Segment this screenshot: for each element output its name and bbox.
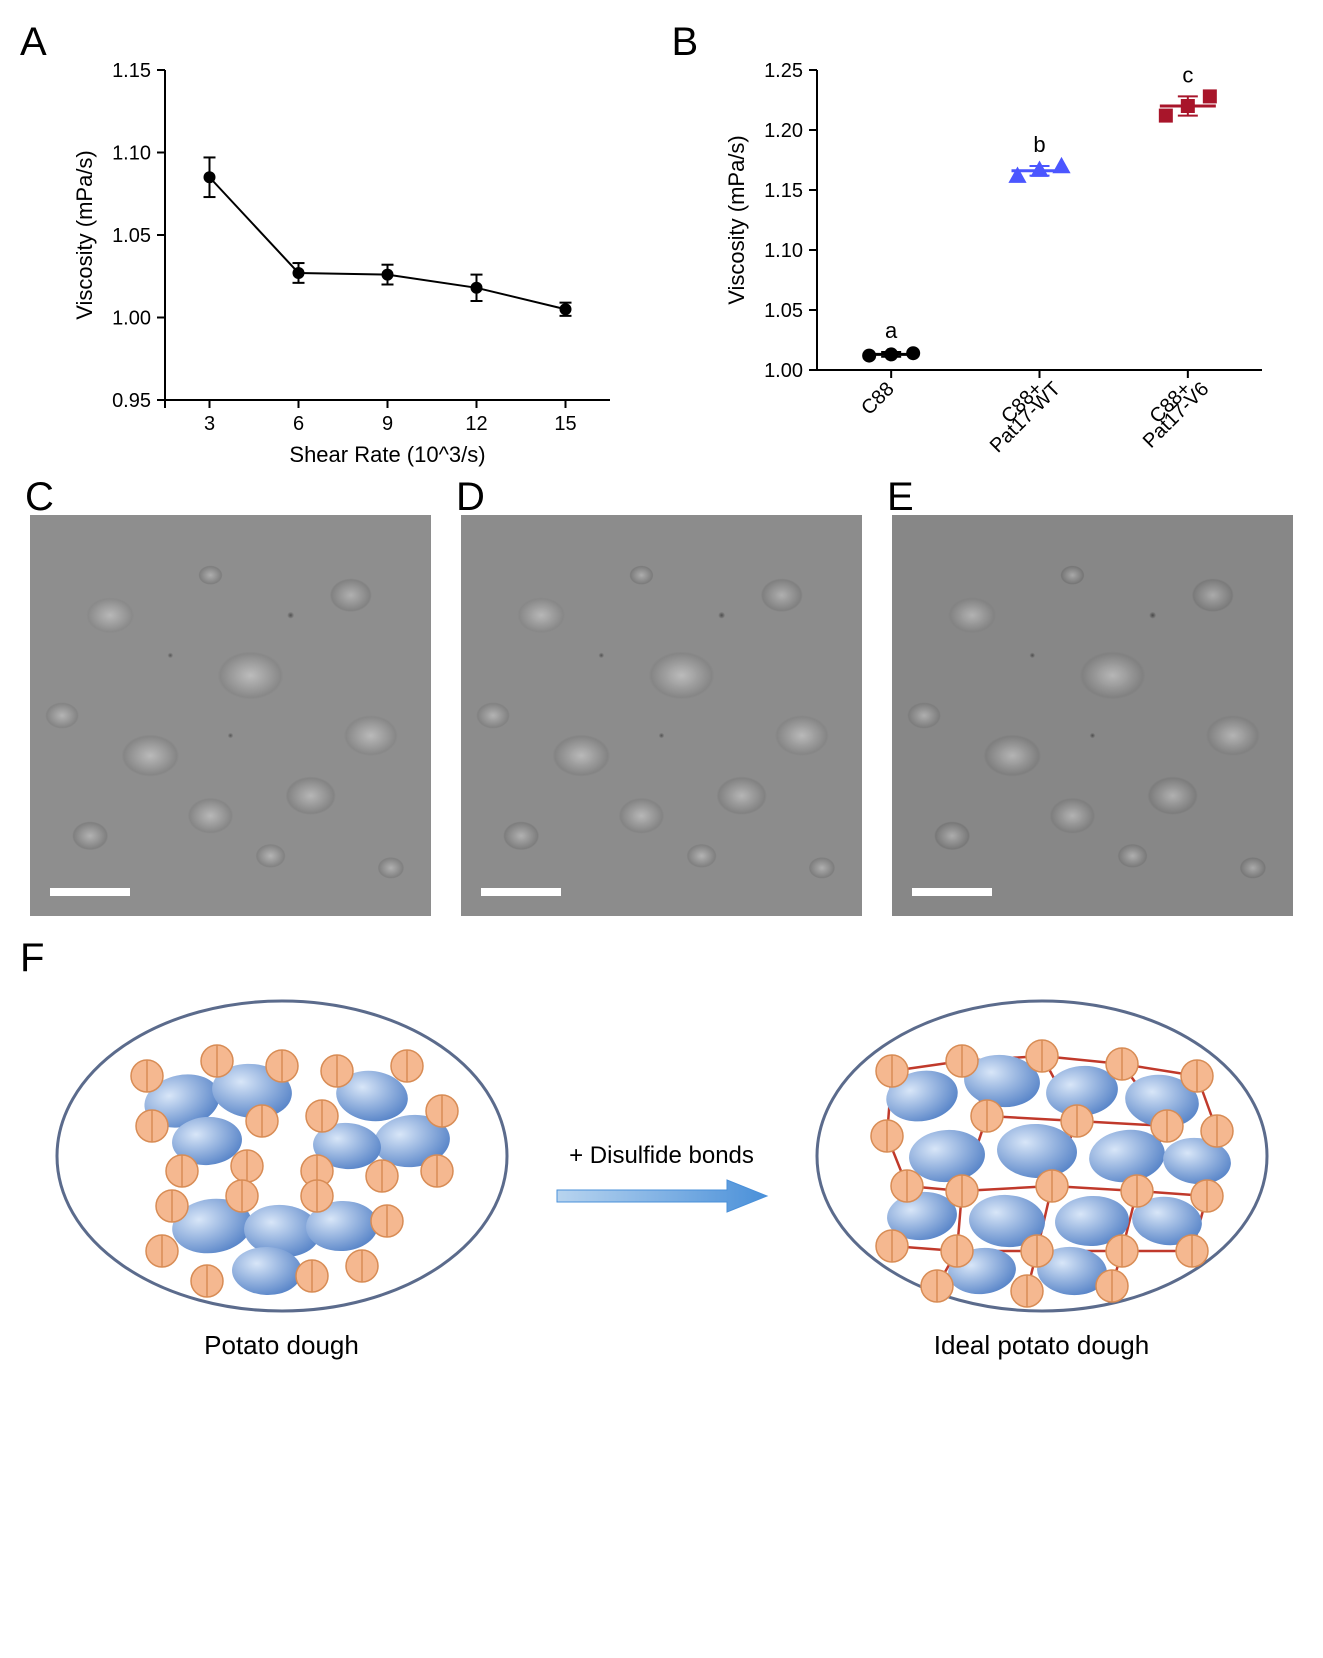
svg-text:1.00: 1.00: [112, 308, 151, 330]
panel-a-chart: 3 6 9 12 15 0.95 1.00 1.05 1.10 1.15 Shear Rate (1…: [70, 50, 630, 480]
svg-text:1.10: 1.10: [764, 240, 803, 262]
left-dough-svg: [52, 996, 512, 1316]
svg-text:Shear Rate (10^3/s): Shear Rate (10^3/s): [289, 442, 485, 467]
svg-text:1.25: 1.25: [764, 60, 803, 82]
panel-d: D: [461, 515, 862, 916]
panel-f: F Potato dough + Disulfide bonds Ideal p…: [30, 946, 1293, 1381]
scale-bar-c: [50, 888, 130, 896]
panel-d-label: D: [456, 475, 485, 520]
svg-text:1.05: 1.05: [764, 300, 803, 322]
svg-text:1.20: 1.20: [764, 120, 803, 142]
panel-b: B 1.001.051.101.151.201.25C88C88+Pat17-W…: [682, 30, 1294, 485]
svg-text:b: b: [1033, 132, 1045, 157]
svg-text:1.05: 1.05: [112, 225, 151, 247]
svg-text:a: a: [885, 318, 898, 343]
svg-text:0.95: 0.95: [112, 390, 151, 412]
svg-text:C88: C88: [857, 378, 899, 420]
svg-text:1.15: 1.15: [764, 180, 803, 202]
panel-c: C: [30, 515, 431, 916]
svg-text:c: c: [1182, 62, 1193, 87]
svg-text:1.00: 1.00: [764, 360, 803, 382]
svg-text:15: 15: [554, 413, 576, 435]
svg-text:12: 12: [465, 413, 487, 435]
left-dough-column: Potato dough: [52, 996, 512, 1361]
right-dough-svg: [812, 996, 1272, 1316]
panel-a: A 36912150.951.001.051.101.15Shear Rate …: [30, 30, 642, 485]
svg-text:1.15: 1.15: [112, 60, 151, 82]
svg-text:1.10: 1.10: [112, 143, 151, 165]
panel-b-label: B: [672, 20, 699, 65]
svg-text:6: 6: [293, 413, 304, 435]
panel-e-label: E: [887, 475, 914, 520]
panel-b-chart: 1.001.051.101.151.201.25C88C88+Pat17-WTC…: [722, 50, 1282, 480]
svg-text:Viscosity (mPa/s): Viscosity (mPa/s): [724, 135, 749, 305]
arrow-label: + Disulfide bonds: [569, 1142, 754, 1170]
right-caption: Ideal potato dough: [812, 1330, 1272, 1361]
svg-text:9: 9: [382, 413, 393, 435]
sem-image-d: [461, 515, 862, 916]
arrow-icon: [552, 1176, 772, 1216]
scale-bar-d: [481, 888, 561, 896]
sem-image-e: [892, 515, 1293, 916]
panel-e: E: [892, 515, 1293, 916]
figure-grid: A 36912150.951.001.051.101.15Shear Rate …: [30, 30, 1293, 1381]
arrow-column: + Disulfide bonds: [552, 1142, 772, 1216]
svg-text:Viscosity (mPa/s): Viscosity (mPa/s): [72, 150, 97, 320]
panel-a-label: A: [20, 20, 47, 65]
panel-f-label: F: [20, 936, 44, 981]
right-dough-column: Ideal potato dough: [812, 996, 1272, 1361]
sem-row: C D E: [30, 515, 1293, 916]
scale-bar-e: [912, 888, 992, 896]
sem-image-c: [30, 515, 431, 916]
left-caption: Potato dough: [52, 1330, 512, 1361]
panel-c-label: C: [25, 475, 54, 520]
svg-text:3: 3: [204, 413, 215, 435]
